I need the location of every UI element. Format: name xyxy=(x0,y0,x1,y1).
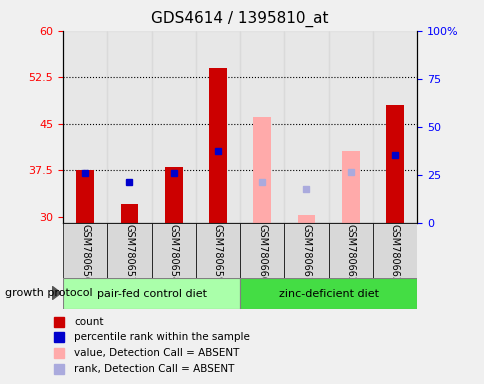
Bar xyxy=(151,31,196,223)
Text: value, Detection Call = ABSENT: value, Detection Call = ABSENT xyxy=(74,348,239,358)
Text: percentile rank within the sample: percentile rank within the sample xyxy=(74,333,249,343)
Text: GSM780657: GSM780657 xyxy=(124,224,134,284)
Text: zinc-deficient diet: zinc-deficient diet xyxy=(278,289,378,299)
Title: GDS4614 / 1395810_at: GDS4614 / 1395810_at xyxy=(151,10,328,26)
Text: GSM780659: GSM780659 xyxy=(212,224,223,283)
Bar xyxy=(209,68,227,223)
Bar xyxy=(63,31,107,223)
Bar xyxy=(372,31,416,223)
Bar xyxy=(284,31,328,223)
Bar xyxy=(151,223,196,278)
Text: GSM780662: GSM780662 xyxy=(345,224,355,283)
Bar xyxy=(63,278,240,309)
Bar xyxy=(372,223,416,278)
Bar xyxy=(328,31,372,223)
Text: GSM780658: GSM780658 xyxy=(168,224,178,283)
Bar xyxy=(297,215,315,223)
Bar xyxy=(328,223,372,278)
Text: GSM780660: GSM780660 xyxy=(257,224,267,283)
Bar xyxy=(240,278,416,309)
Bar xyxy=(341,152,359,223)
Bar xyxy=(63,223,107,278)
Bar xyxy=(196,223,240,278)
Bar xyxy=(385,105,403,223)
Text: count: count xyxy=(74,317,104,327)
Text: GSM780656: GSM780656 xyxy=(80,224,90,283)
Polygon shape xyxy=(52,286,61,300)
Bar xyxy=(121,204,138,223)
Bar xyxy=(253,118,271,223)
Text: growth protocol: growth protocol xyxy=(5,288,92,298)
Bar xyxy=(107,223,151,278)
Text: pair-fed control diet: pair-fed control diet xyxy=(96,289,206,299)
Bar xyxy=(165,167,182,223)
Bar xyxy=(240,31,284,223)
Bar xyxy=(284,223,328,278)
Bar xyxy=(196,31,240,223)
Text: GSM780663: GSM780663 xyxy=(389,224,399,283)
Text: rank, Detection Call = ABSENT: rank, Detection Call = ABSENT xyxy=(74,364,234,374)
Bar xyxy=(107,31,151,223)
Bar xyxy=(76,170,94,223)
Bar xyxy=(240,223,284,278)
Text: GSM780661: GSM780661 xyxy=(301,224,311,283)
